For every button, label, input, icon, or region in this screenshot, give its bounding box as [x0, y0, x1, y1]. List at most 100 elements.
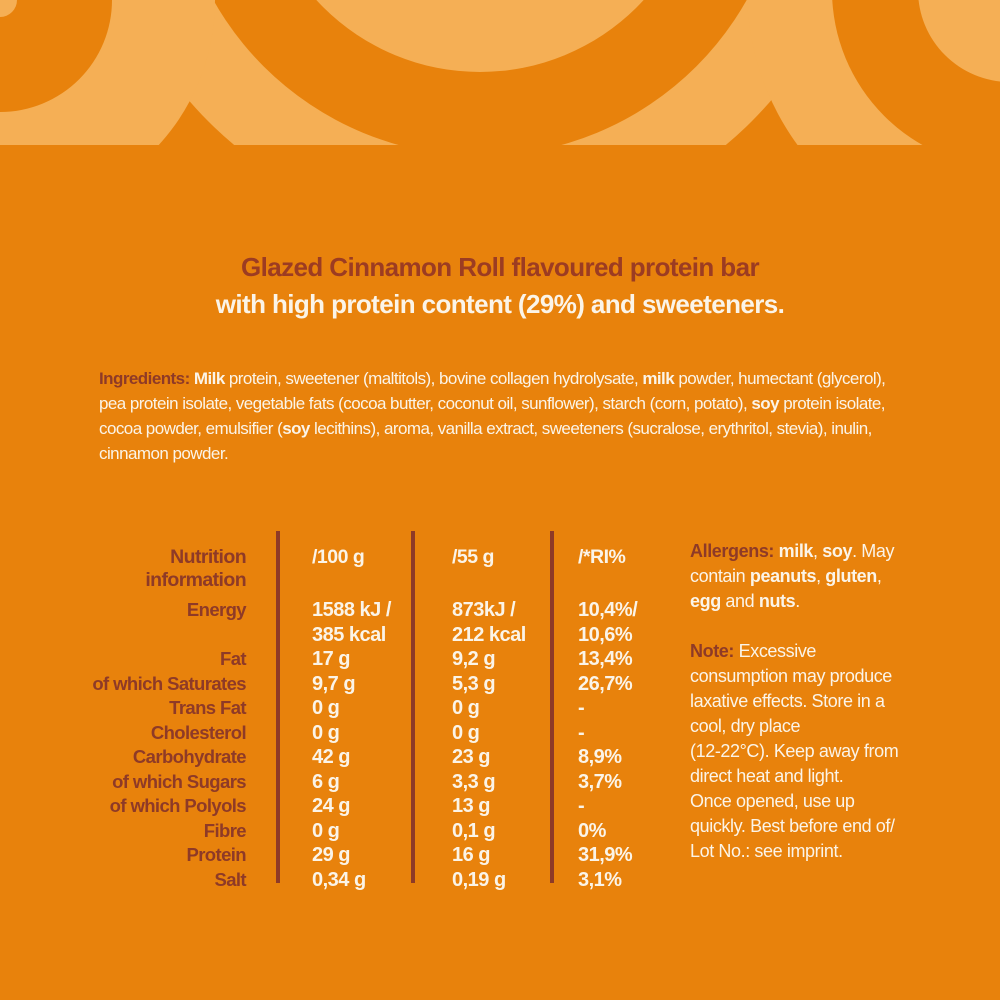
body-text: soy [282, 419, 310, 438]
nutrition-cell-label: Salt [214, 868, 246, 890]
swirl-decoration [0, 0, 1000, 145]
body-text: milk [778, 541, 814, 561]
nutrition-cell-per100: 1588 kJ / [312, 599, 391, 621]
nutrition-cell-ri: 26,7% [578, 672, 633, 695]
body-text: Once opened, use up [690, 791, 855, 811]
nutrition-cell-ri: 0% [578, 819, 606, 842]
body-text: soy [751, 394, 784, 413]
nutrition-table-title-line2: information [145, 569, 246, 591]
text-line: quickly. Best before end of/ [690, 814, 930, 839]
text-line: consumption may produce [690, 664, 930, 689]
body-text: egg [690, 591, 721, 611]
body-text: cool, dry place [690, 716, 801, 736]
text-line: cocoa powder, emulsifier (soy lecithins)… [99, 416, 909, 441]
table-divider-1 [276, 531, 280, 883]
body-text: nuts [758, 591, 796, 611]
emphasis-label: Note: [690, 641, 739, 661]
nutrition-cell-label: of which Saturates [92, 672, 246, 694]
allergens-paragraph: Allergens: milk, soy. May contain peanuts… [690, 539, 930, 614]
body-text: milk [642, 369, 679, 388]
body-text: soy [822, 541, 853, 561]
body-text: . May [852, 541, 895, 561]
text-line: Ingredients: Milk protein, sweetener (ma… [99, 366, 909, 391]
nutrition-cell-label: Protein [186, 844, 246, 865]
nutrition-cell-label [40, 623, 246, 648]
table-divider-3 [550, 531, 554, 883]
text-line: cool, dry place [690, 714, 930, 739]
product-title-line1: Glazed Cinnamon Roll flavoured protein b… [241, 252, 760, 282]
ingredients-paragraph: Ingredients: Milk protein, sweetener (ma… [99, 366, 909, 466]
text-line: direct heat and light. [690, 764, 930, 789]
text-line: Once opened, use up [690, 789, 930, 814]
nutrition-cell-per55: 0 g [452, 721, 480, 744]
nutrition-column-ri-percent: /*RI% 10,4%/10,6% 13,4% 26,7% - -8,9% 3,7% -0%… [578, 546, 638, 892]
body-text: lecithins), aroma, vanilla extract, swee… [309, 419, 872, 438]
nutrition-cell-ri: - [578, 697, 585, 719]
body-text: , [876, 566, 882, 586]
emphasis-label: Allergens: [690, 541, 779, 561]
nutrition-cell-ri: - [578, 795, 585, 817]
nutrition-cell-ri: 8,9% [578, 746, 622, 768]
nutrition-cell-per100: 0,34 g [312, 868, 366, 891]
nutrition-cell-per100: 385 kcal [312, 623, 386, 646]
column-header-55g: /55 g [452, 546, 494, 568]
nutrition-cell-label: Cholesterol [150, 721, 247, 743]
nutrition-cell-label: of which Sugars [112, 770, 246, 792]
nutrition-cell-per100: 0 g [312, 819, 340, 842]
nutrition-cell-ri: 10,6% [578, 623, 633, 646]
text-line: Allergens: milk, soy. May [690, 539, 930, 564]
text-line: egg and nuts. [690, 589, 930, 614]
nutrition-cell-per55: 0,19 g [452, 868, 506, 891]
nutrition-label-column: Nutrition information Energy Fat of which … [40, 546, 246, 892]
nutrition-cell-label: Trans Fat [169, 697, 246, 718]
body-text: Excessive [738, 641, 817, 661]
nutrition-cell-per55: 16 g [452, 844, 491, 866]
body-text: pea protein isolate, vegetable fats (coc… [99, 394, 752, 413]
emphasis-label: Ingredients: [99, 369, 194, 388]
nutrition-cell-per55: 0 g [452, 697, 480, 719]
product-title: Glazed Cinnamon Roll flavoured protein b… [0, 249, 1000, 323]
table-divider-2 [411, 531, 415, 883]
column-header-100g: /100 g [312, 546, 365, 568]
nutrition-cell-per55: 5,3 g [452, 672, 496, 695]
text-line: pea protein isolate, vegetable fats (coc… [99, 391, 909, 416]
nutrition-cell-per100: 29 g [312, 844, 351, 866]
nutrition-cell-per55: 9,2 g [452, 648, 496, 670]
body-text: protein, sweetener (maltitols), bovine c… [228, 369, 643, 388]
nutrition-cell-per55: 212 kcal [452, 623, 526, 646]
text-line: Note: Excessive [690, 639, 930, 664]
nutrition-cell-per55: 13 g [452, 795, 491, 817]
body-text: gluten [825, 566, 877, 586]
nutrition-cell-per55: 0,1 g [452, 819, 496, 842]
body-text: (12-22°C). Keep away from [690, 741, 899, 761]
body-text: , [816, 566, 826, 586]
body-text: consumption may produce [690, 666, 892, 686]
text-line: contain peanuts, gluten, [690, 564, 930, 589]
nutrition-cell-label: Fibre [203, 819, 247, 841]
nutrition-table-title: Nutrition information [40, 546, 246, 598]
nutrition-cell-ri: 13,4% [578, 648, 633, 670]
nutrition-cell-ri: - [578, 721, 585, 744]
nutrition-cell-ri: 3,7% [578, 770, 622, 793]
body-text: cocoa powder, emulsifier ( [99, 419, 283, 438]
nutrition-cell-label: Carbohydrate [132, 746, 247, 767]
body-text: powder, humectant (glycerol), [678, 369, 886, 388]
body-text: protein isolate, [783, 394, 885, 413]
nutrition-cell-per100: 9,7 g [312, 672, 356, 695]
nutrition-cell-per100: 6 g [312, 770, 340, 793]
text-line: (12-22°C). Keep away from [690, 739, 930, 764]
nutrition-cell-ri: 31,9% [578, 844, 633, 866]
body-text: , [813, 541, 823, 561]
nutrition-cell-per55: 3,3 g [452, 770, 496, 793]
body-text: contain [690, 566, 750, 586]
nutrition-cell-ri: 10,4%/ [578, 599, 638, 621]
nutrition-cell-per100: 42 g [312, 746, 351, 768]
body-text: quickly. Best before end of/ [690, 816, 895, 836]
note-paragraph: Note: Excessive consumption may produce la… [690, 639, 930, 864]
text-line: cinnamon powder. [99, 441, 909, 466]
body-text: Lot No.: see imprint. [690, 841, 843, 861]
nutrition-cell-label: of which Polyols [109, 795, 247, 816]
